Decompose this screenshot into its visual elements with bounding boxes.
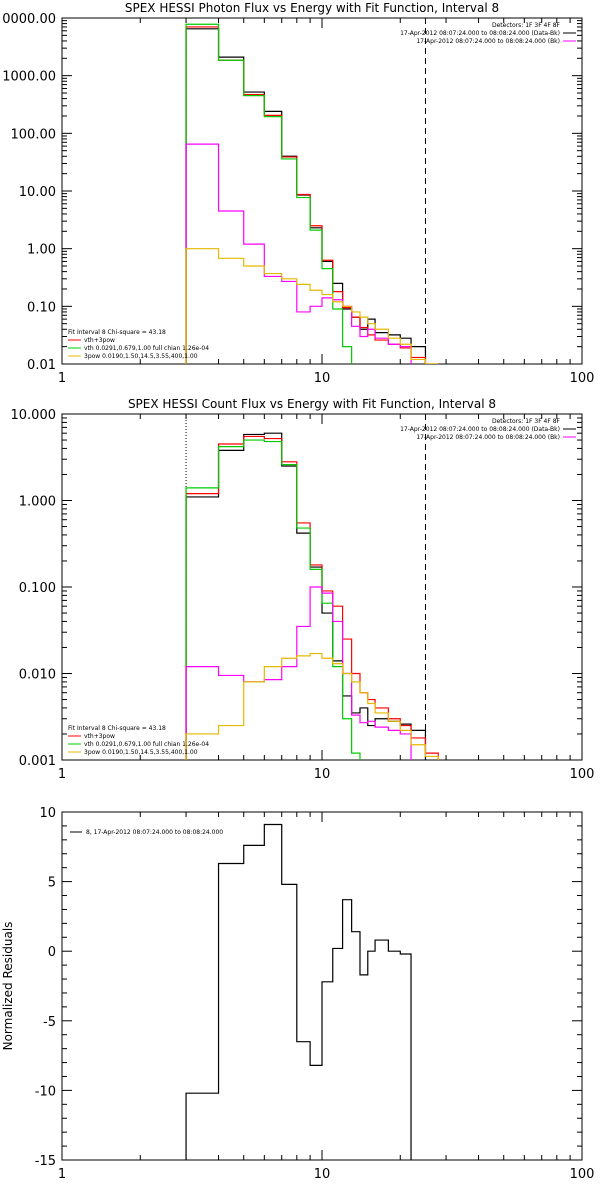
series-3-line (185, 439, 361, 760)
series-5-line (185, 248, 439, 364)
y-tick-label: 10.000 (11, 408, 57, 423)
panel-1: SPEX HESSI Photon Flux vs Energy with Fi… (2, 1, 594, 386)
y-tick-label: 0.01 (27, 358, 56, 373)
y-tick-label: 10.00 (19, 185, 56, 200)
series-1-line (185, 432, 427, 760)
panel-2-title: SPEX HESSI Count Flux vs Energy with Fit… (128, 397, 496, 411)
legend-entry: Fit Interval 8 Chi-square = 43.18 (68, 725, 166, 732)
x-tick-label: 10 (314, 371, 331, 386)
panel-1-frame (61, 17, 583, 365)
series-2-line (185, 435, 439, 760)
panel-2: SPEX HESSI Count Flux vs Energy with Fit… (11, 397, 595, 782)
legend-entry: 17-Apr-2012 08:07:24.000 to 08:08:24.000… (400, 426, 560, 433)
x-tick-label: 10 (314, 1167, 331, 1182)
legend-entry: vth 0.0291,0.679,1.00 full chian 1.26e-0… (84, 741, 209, 748)
y-tick-label: 5 (48, 876, 56, 891)
series-3-line (185, 23, 353, 364)
y-tick-label: 0.010 (19, 668, 56, 683)
y-tick-label: 0.001 (19, 754, 56, 769)
x-tick-label: 1 (58, 371, 66, 386)
y-tick-label: 100.00 (11, 127, 57, 142)
y-tick-label: 0.10 (27, 300, 56, 315)
x-tick-label: 10 (314, 767, 331, 782)
y-tick-label: 1.00 (27, 243, 56, 258)
y-tick-label: 0000.00 (2, 12, 56, 27)
legend-entry: 3pow 0.0190,1.50,14.5,3.55,400,1.00 (84, 749, 198, 756)
legend-entry: Fit Interval 8 Chi-square = 43.18 (68, 329, 166, 336)
y-tick-label: -10 (35, 1084, 56, 1099)
legend-entry: 8, 17-Apr-2012 08:07:24.000 to 08:08:24.… (86, 829, 223, 836)
series-4-line (185, 143, 412, 364)
series-1-line (185, 823, 412, 1160)
y-tick-label: 0.100 (19, 581, 56, 596)
series-2-line (185, 26, 439, 364)
y-tick-label: 10 (39, 806, 56, 821)
y-tick-label: -15 (35, 1154, 56, 1169)
x-tick-label: 1 (58, 1167, 66, 1182)
x-tick-label: 100 (570, 1167, 595, 1182)
y-tick-label: 1000.00 (2, 70, 56, 85)
legend-entry: Detectors: 1F 3F 4F 8F (492, 418, 561, 425)
legend-entry: 17-Apr-2012 08:07:24.000 to 08:08:24.000… (416, 434, 560, 441)
series-5-line (185, 652, 439, 760)
legend-entry: vth+3pow (84, 733, 115, 740)
y-tick-label: -5 (43, 1015, 56, 1030)
y-axis-label: Normalized Residuals (1, 922, 15, 1051)
x-tick-label: 100 (570, 767, 595, 782)
y-tick-label: 1.000 (19, 495, 56, 510)
panel-1-title: SPEX HESSI Photon Flux vs Energy with Fi… (125, 1, 499, 15)
legend-entry: 3pow 0.0190,1.50,14.5,3.55,400,1.00 (84, 353, 198, 360)
legend-entry: vth 0.0291,0.679,1.00 full chian 1.26e-0… (84, 345, 209, 352)
legend-entry: 17-Apr-2012 08:07:24.000 to 08:08:24.000… (400, 30, 560, 37)
legend-entry: vth+3pow (84, 337, 115, 344)
legend-entry: 17-Apr-2012 08:07:24.000 to 08:08:24.000… (416, 38, 560, 45)
legend-entry: Detectors: 1F 3F 4F 8F (492, 22, 561, 29)
x-tick-label: 1 (58, 767, 66, 782)
series-4-line (185, 586, 412, 760)
series-1-line (185, 28, 427, 364)
x-tick-label: 100 (570, 371, 595, 386)
panel-3: 1 10 100 10 5 0 -5 -10 -15 Normalized Residuals 8,… (1, 806, 594, 1182)
y-tick-label: 0 (48, 945, 56, 960)
